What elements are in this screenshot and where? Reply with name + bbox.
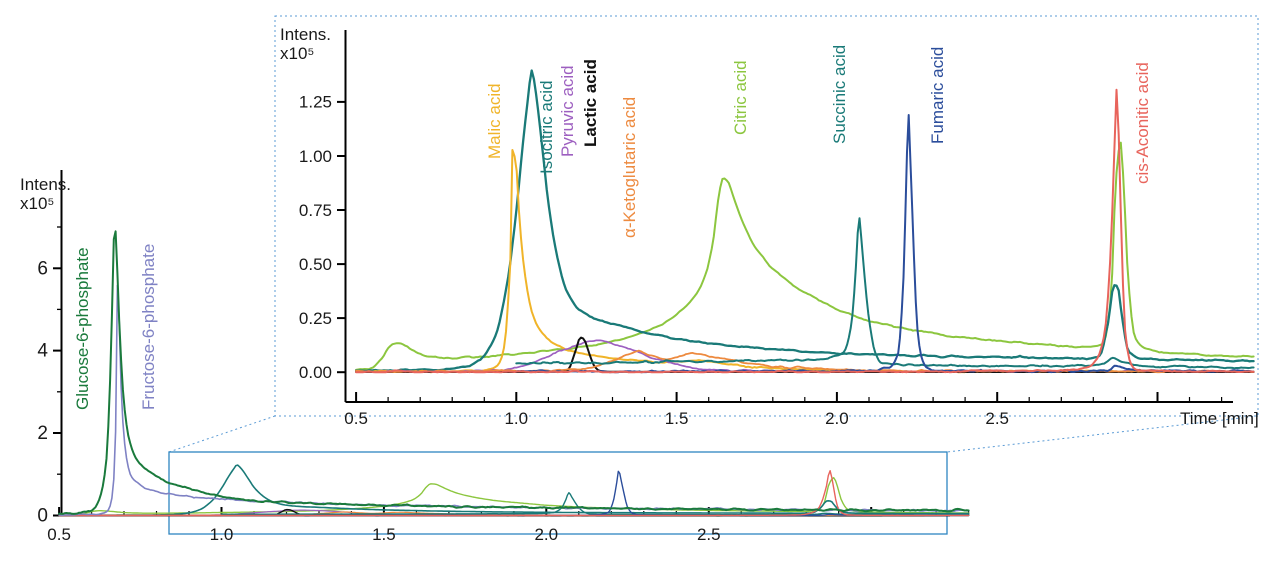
svg-text:Intens.: Intens.	[20, 175, 71, 194]
svg-text:2.0: 2.0	[825, 409, 849, 428]
svg-text:0.5: 0.5	[47, 525, 71, 544]
svg-text:2.5: 2.5	[985, 409, 1009, 428]
svg-text:Fumaric acid: Fumaric acid	[928, 47, 947, 144]
svg-text:1.5: 1.5	[665, 409, 689, 428]
svg-text:cis-Aconitic acid: cis-Aconitic acid	[1133, 62, 1152, 184]
svg-text:Citric acid: Citric acid	[731, 60, 750, 135]
svg-text:Pyruvic acid: Pyruvic acid	[558, 65, 577, 157]
svg-text:0.00: 0.00	[299, 363, 332, 382]
svg-text:Succinic acid: Succinic acid	[830, 45, 849, 144]
svg-text:0: 0	[37, 506, 48, 527]
svg-text:Time [min]: Time [min]	[1180, 409, 1259, 428]
svg-text:Glucose-6-phosphate: Glucose-6-phosphate	[73, 247, 92, 410]
svg-text:4: 4	[37, 341, 48, 362]
svg-text:Malic acid: Malic acid	[485, 83, 504, 159]
svg-text:x10⁵: x10⁵	[280, 44, 314, 63]
svg-text:1.00: 1.00	[299, 147, 332, 166]
svg-text:2.0: 2.0	[534, 525, 558, 544]
svg-text:x10⁵: x10⁵	[20, 194, 54, 213]
svg-text:0.75: 0.75	[299, 201, 332, 220]
svg-text:1.5: 1.5	[372, 525, 396, 544]
svg-text:6: 6	[37, 258, 48, 279]
svg-text:Lactic acid: Lactic acid	[581, 59, 600, 147]
svg-text:1.0: 1.0	[210, 525, 234, 544]
svg-text:2.5: 2.5	[697, 525, 721, 544]
svg-text:1.0: 1.0	[504, 409, 528, 428]
svg-text:Intens.: Intens.	[280, 25, 331, 44]
svg-text:Fructose-6-phosphate: Fructose-6-phosphate	[139, 244, 158, 410]
svg-text:0.25: 0.25	[299, 309, 332, 328]
svg-text:α-Ketoglutaric acid: α-Ketoglutaric acid	[620, 97, 639, 238]
svg-text:0.5: 0.5	[344, 409, 368, 428]
svg-text:0.50: 0.50	[299, 255, 332, 274]
svg-text:1.25: 1.25	[299, 93, 332, 112]
svg-text:2: 2	[37, 423, 48, 444]
